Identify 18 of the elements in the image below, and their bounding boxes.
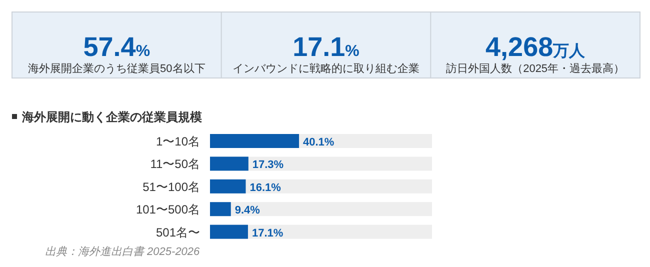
text: 海外展開企業のうち従業員50名以下 [28, 62, 206, 75]
source-note: 出典：海外進出白書 2025-2026 [45, 245, 201, 258]
text: 4,268万人 [486, 32, 586, 62]
y-tick-label: 501名〜 [156, 225, 200, 240]
text: 海外展開に動く企業の従業員規模 [21, 110, 202, 124]
data-label: 16.1% [250, 182, 282, 194]
data-label: 40.1% [303, 136, 334, 148]
y-tick-label: 1〜10名 [156, 134, 200, 148]
text: 17.1% [292, 32, 360, 62]
text: インバウンドに戦略的に取り組む企業 [232, 62, 420, 75]
data-label: 17.1% [252, 227, 284, 240]
y-tick-label: 101〜500名 [136, 202, 200, 217]
y-tick-label: 11〜50名 [150, 157, 200, 172]
text: 訪日外国人数（2025年・過去最高） [446, 62, 625, 75]
y-tick-label: 51〜100名 [142, 180, 200, 194]
data-label: 17.3% [252, 159, 284, 172]
data-label: 9.4% [234, 204, 260, 217]
text: 57.4% [83, 32, 150, 62]
